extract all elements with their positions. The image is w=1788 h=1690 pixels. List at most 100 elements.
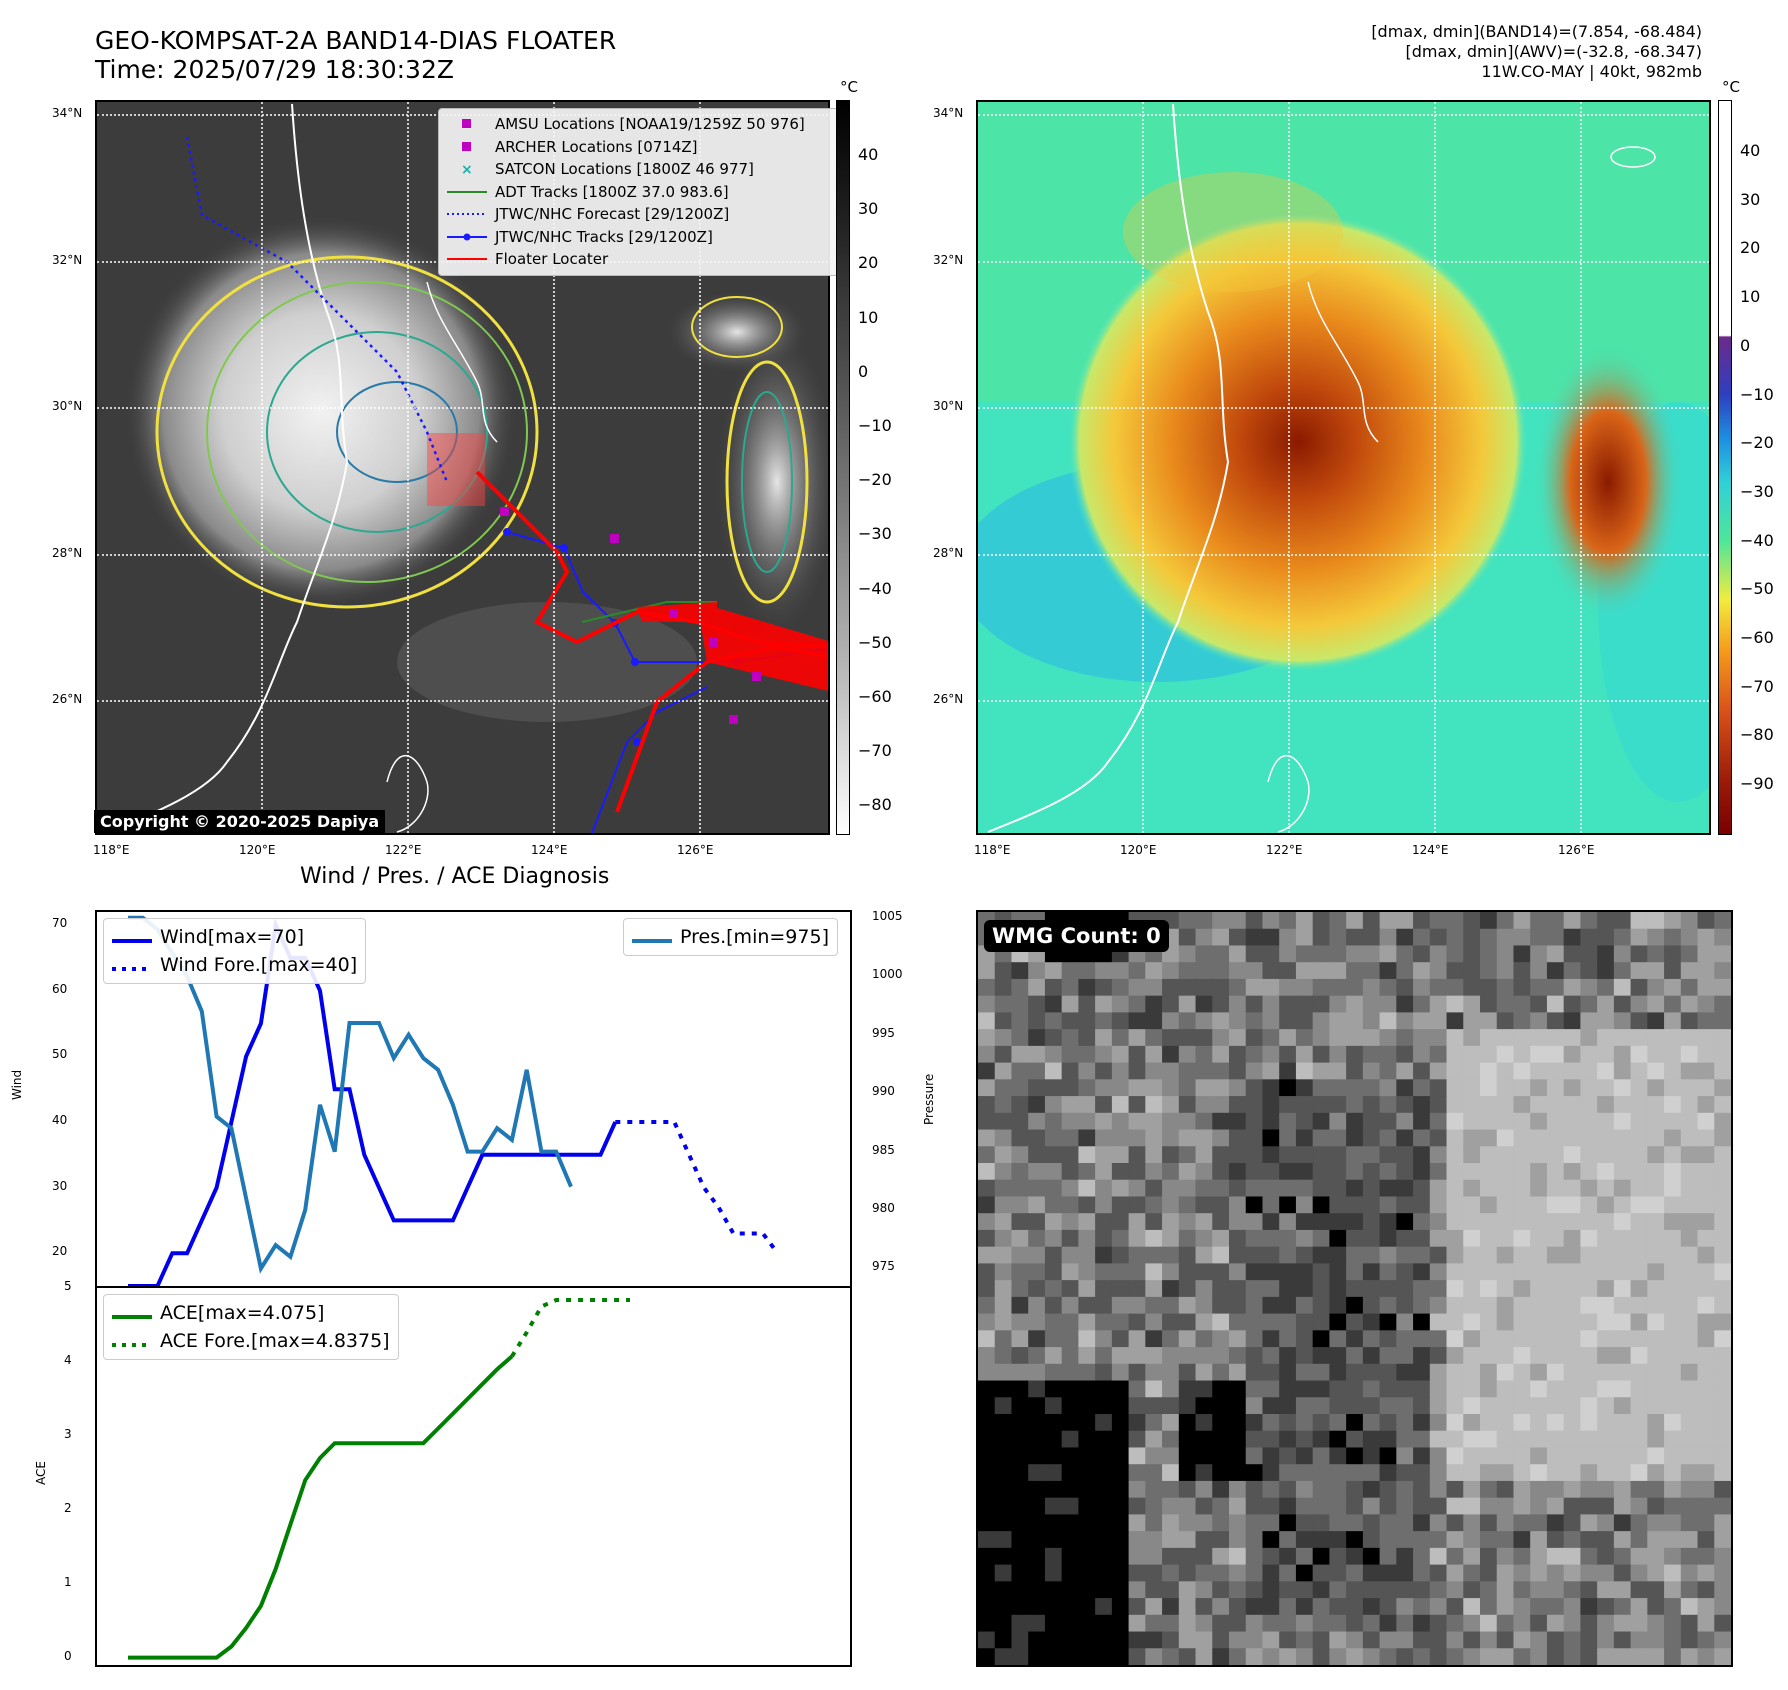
series-line-1 [615,1120,780,1255]
lon-label: 124°E [1412,843,1449,857]
lat-label: 32°N [933,253,964,267]
lon-label: 122°E [1266,843,1303,857]
colorbar-tick: −70 [858,741,892,761]
colorbar-tick: 20 [858,253,879,273]
legend-swatch [632,929,672,945]
ace-plot [128,1298,630,1660]
colorbar-tick: −80 [858,795,892,815]
lat-label: 26°N [933,692,964,706]
figure-title: GEO-KOMPSAT-2A BAND14-DIAS FLOATER Time:… [95,26,616,84]
colorbar-tick: −10 [858,416,892,435]
legend-swatch [112,929,152,945]
info-line3: 11W.CO-MAY | 40kt, 982mb [1481,62,1702,81]
title-line2: Time: 2025/07/29 18:30:32Z [95,55,454,84]
wind-pressure-plot [128,915,780,1286]
title-line1: GEO-KOMPSAT-2A BAND14-DIAS FLOATER [95,26,617,55]
legend-swatch [447,206,487,222]
pressure-axis-label: Pressure [922,1073,936,1125]
legend-entry: ADT Tracks [1800Z 37.0 983.6] [447,181,833,204]
lon-label: 118°E [974,843,1011,857]
awv-satellite-map [976,100,1711,835]
gridline [1142,102,1144,833]
legend-label: ARCHER Locations [0714Z] [495,137,698,156]
wmg-panel [976,910,1733,1667]
legend-label: AMSU Locations [NOAA19/1259Z 50 976] [495,115,805,133]
colorbar-awv [1718,100,1732,835]
ace-panel: ACE[max=4.075] ACE Fore.[max=4.8375] [95,1286,852,1667]
lon-label: 126°E [1558,843,1595,857]
ace-y-tick: 1 [64,1574,72,1589]
legend-label: Wind Fore.[max=40] [160,954,358,976]
y-tick: 70 [52,916,68,931]
legend-label: ACE Fore.[max=4.8375] [160,1330,390,1352]
gridline [261,102,263,833]
colorbar-tick: 40 [1740,141,1761,160]
legend-label: Floater Locater [495,250,609,268]
gridline [407,102,409,833]
lon-label: 120°E [1120,843,1157,857]
colorbar-tick: −40 [1740,530,1774,550]
legend-entry: AMSU Locations [NOAA19/1259Z 50 976] [447,113,833,136]
y-tick: 60 [52,981,68,996]
ace-y-tick: 2 [64,1500,72,1515]
ace-legend: ACE[max=4.075] ACE Fore.[max=4.8375] [103,1294,399,1360]
ace-y-tick: 3 [64,1426,72,1441]
ace-axis-label: ACE [34,1461,48,1485]
colorbar-tick: −60 [858,687,892,706]
gridline [553,102,555,833]
y-tick: 20 [52,1244,68,1259]
colorbar-tick: 0 [858,361,869,381]
lat-label: 28°N [933,546,964,560]
colorbar-unit: °C [840,78,858,96]
diagnosis-title: Wind / Pres. / ACE Diagnosis [300,864,610,889]
series-line-2 [128,915,573,1274]
info-line1: [dmax, dmin](BAND14)=(7.854, -68.484) [1371,22,1702,41]
lat-label: 30°N [52,399,83,413]
colorbar-tick: 40 [858,145,879,164]
lon-label: 124°E [531,843,568,857]
colorbar-tick: −50 [1740,579,1774,599]
awv-imagery [978,102,1709,833]
colorbar-tick: 0 [1740,335,1751,355]
ace-y-tick: 5 [64,1279,72,1293]
legend-swatch [447,229,487,245]
legend-swatch [112,1333,152,1349]
colorbar-tick: −20 [858,470,892,490]
ace-y-tick: 0 [64,1648,72,1663]
wind-legend: Wind[max=70] Wind Fore.[max=40] [103,918,367,984]
colorbar-tick: −70 [1740,676,1774,696]
y2-tick: 975 [872,1259,895,1274]
legend-label: ADT Tracks [1800Z 37.0 983.6] [495,182,729,201]
wind-axis-label: Wind [10,1069,24,1100]
gridline [978,554,1709,556]
gridline [1580,102,1582,833]
lat-label: 34°N [933,106,964,120]
legend-swatch: × [447,161,487,178]
gridline [97,700,828,702]
colorbar-tick: −30 [1740,481,1774,501]
legend-entry: JTWC/NHC Tracks [29/1200Z] [447,226,833,249]
gridline [1288,102,1290,833]
copyright-label: Copyright © 2020-2025 Dapiya [94,810,386,833]
colorbar-tick: 10 [858,307,879,327]
ace-series-line-0 [128,1354,514,1660]
y2-tick: 985 [872,1142,895,1157]
legend-swatch [447,251,487,267]
y2-tick: 980 [872,1201,895,1216]
colorbar-tick: −80 [1740,725,1774,745]
legend-swatch [112,1305,152,1321]
gridline [978,407,1709,409]
lat-label: 26°N [52,692,83,706]
legend-swatch [447,184,487,200]
colorbar-tick: −40 [858,578,892,598]
lon-label: 122°E [385,843,422,857]
y2-tick: 990 [872,1084,895,1099]
legend-label: SATCON Locations [1800Z 46 977] [495,160,754,178]
map-legend: AMSU Locations [NOAA19/1259Z 50 976] ARCH… [438,108,842,276]
legend-entry: × SATCON Locations [1800Z 46 977] [447,158,833,181]
lat-label: 28°N [52,546,83,560]
colorbar-unit: °C [1722,78,1740,96]
legend-label: Pres.[min=975] [680,926,829,948]
colorbar-tick: −20 [1740,433,1774,453]
lat-label: 32°N [52,253,83,267]
